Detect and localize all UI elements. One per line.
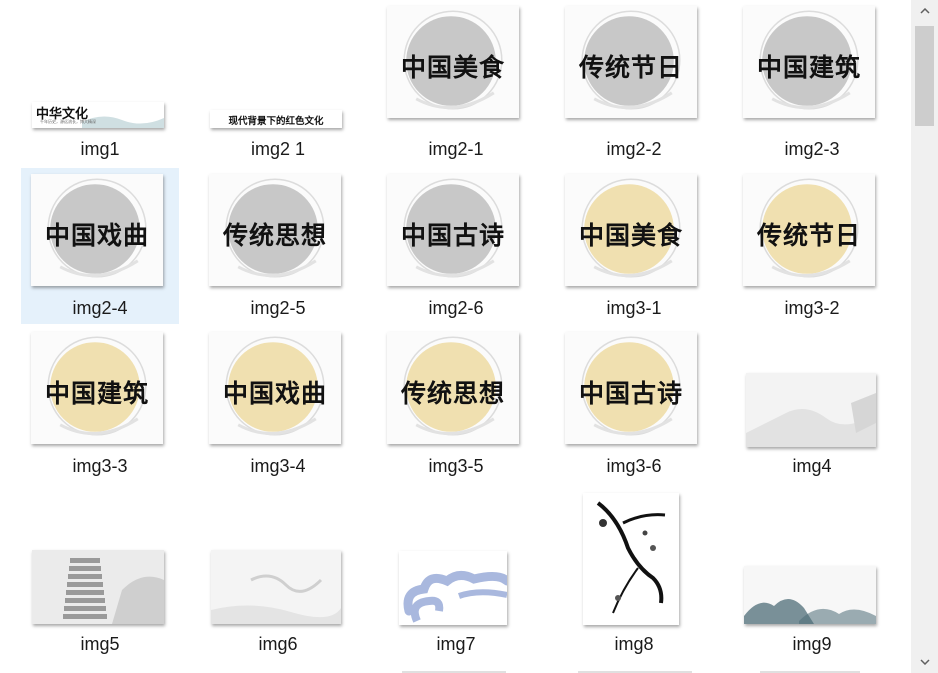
thumbnail-item[interactable]: 中国建筑 img2-3 (733, 0, 891, 165)
cloud-pattern-image (399, 551, 507, 625)
thumbnail-image: 传统节日 (565, 6, 697, 118)
thumbnail-item[interactable]: img4 (733, 326, 891, 482)
thumbnail-item[interactable]: img9 (733, 485, 891, 660)
thumbnail-label: img9 (792, 634, 832, 654)
thumbnail-caption: 中国古诗 (578, 379, 683, 408)
thumbnail-image: 传统思想 (209, 174, 341, 286)
thumbnail-item[interactable]: 中国美食 img3-1 (555, 168, 713, 324)
thumbnail-label: img2-1 (428, 139, 484, 159)
thumbnail-label: img2-5 (250, 298, 306, 318)
thumbnail-label: img5 (80, 634, 120, 654)
thumbnail-caption: 中国戏曲 (44, 221, 149, 250)
thumbnail-item[interactable]: 中国戏曲 img3-4 (199, 326, 357, 482)
thumbnail-label: img3-4 (250, 456, 306, 476)
thumbnail-item[interactable]: 中国美食 img2-1 (377, 0, 535, 165)
chevron-down-icon[interactable] (911, 651, 938, 673)
thumbnail-label: img2-6 (428, 298, 484, 318)
thumbnail-label: img3-1 (606, 298, 662, 318)
thumbnail-item[interactable]: 传统思想 img3-5 (377, 326, 535, 482)
partial-thumbnail (402, 671, 506, 673)
thumbnail-item[interactable]: 传统思想 img2-5 (199, 168, 357, 324)
thumbnail-item[interactable]: 传统节日 img3-2 (733, 168, 891, 324)
thumbnail-item[interactable]: 中国古诗 img2-6 (377, 168, 535, 324)
thumbnail-label: img7 (436, 634, 476, 654)
thumbnail-image: 中国戏曲 (31, 174, 163, 286)
thumbnail-label: img2-2 (606, 139, 662, 159)
scrollbar-thumb[interactable] (915, 26, 934, 126)
banner-title: 中华文化 (36, 107, 89, 122)
thumbnail-item[interactable]: 中国戏曲 img2-4 (21, 168, 179, 324)
thumbnail-image: 传统思想 (387, 332, 519, 444)
thumbnail-caption: 中国古诗 (400, 221, 505, 250)
thumbnail-item[interactable]: 中国古诗 img3-6 (555, 326, 713, 482)
thumbnail-image: 中国建筑 (743, 6, 875, 118)
thumbnail-image: 中国古诗 (387, 174, 519, 286)
banner-image: 中华文化 千年历史，源远流长，博大精深 (32, 102, 164, 128)
vertical-scrollbar[interactable] (911, 0, 938, 673)
thumbnail-caption: 中国建筑 (44, 379, 149, 408)
thumbnail-label: img4 (792, 456, 832, 476)
thumbnail-image: 传统节日 (743, 174, 875, 286)
thumbnail-caption: 传统节日 (756, 221, 861, 250)
thumbnail-item[interactable]: img8 (555, 485, 713, 660)
thumbnail-label: img2-3 (784, 139, 840, 159)
thumbnail-caption: 传统思想 (400, 379, 505, 408)
pagoda-image (32, 550, 164, 624)
thumbnail-item[interactable]: img7 (377, 485, 535, 660)
thumbnail-image: 中国美食 (387, 6, 519, 118)
thumbnail-image: 中国戏曲 (209, 332, 341, 444)
partial-thumbnail (578, 671, 692, 673)
thumbnail-item[interactable]: img5 (21, 485, 179, 660)
thumbnail-label: img2 1 (250, 139, 306, 159)
thumbnail-label: img1 (80, 139, 120, 159)
thumbnail-label: img6 (258, 634, 298, 654)
mist-landscape-image (746, 373, 876, 447)
thumbnail-item[interactable]: 中国建筑 img3-3 (21, 326, 179, 482)
thumbnail-caption: 中国美食 (400, 53, 505, 82)
banner-subtitle: 千年历史，源远流长，博大精深 (40, 119, 96, 124)
banner-title: 现代背景下的红色文化 (228, 116, 324, 127)
thumbnail-item[interactable]: 传统节日 img2-2 (555, 0, 713, 165)
thumbnail-caption: 中国戏曲 (222, 379, 327, 408)
mountain-image (744, 566, 876, 624)
thumbnail-label: img3-2 (784, 298, 840, 318)
partial-thumbnail (760, 671, 860, 673)
thumbnail-caption: 中国建筑 (756, 53, 861, 82)
mist-landscape-image (211, 550, 341, 624)
thumbnail-item[interactable]: img6 (199, 485, 357, 660)
thumbnail-label: img3-5 (428, 456, 484, 476)
thumbnail-caption: 传统节日 (578, 53, 683, 82)
thumbnail-caption: 中国美食 (578, 221, 683, 250)
banner-image: 现代背景下的红色文化 (210, 110, 342, 128)
chevron-up-icon[interactable] (911, 0, 938, 22)
thumbnail-label: img8 (614, 634, 654, 654)
thumbnail-label: img3-3 (72, 456, 128, 476)
thumbnail-grid: 中华文化 千年历史，源远流长，博大精深 img1 现代背景下的红色文化 img2 1 中… (21, 0, 891, 660)
thumbnail-item[interactable]: 现代背景下的红色文化 img2 1 (199, 0, 357, 165)
thumbnail-caption: 传统思想 (222, 221, 327, 250)
thumbnail-label: img2-4 (72, 298, 128, 318)
thumbnail-label: img3-6 (606, 456, 662, 476)
thumbnail-item[interactable]: 中华文化 千年历史，源远流长，博大精深 img1 (21, 0, 179, 165)
thumbnail-image: 中国美食 (565, 174, 697, 286)
thumbnail-image: 中国建筑 (31, 332, 163, 444)
plum-branch-image (583, 493, 679, 625)
thumbnail-image: 中国古诗 (565, 332, 697, 444)
